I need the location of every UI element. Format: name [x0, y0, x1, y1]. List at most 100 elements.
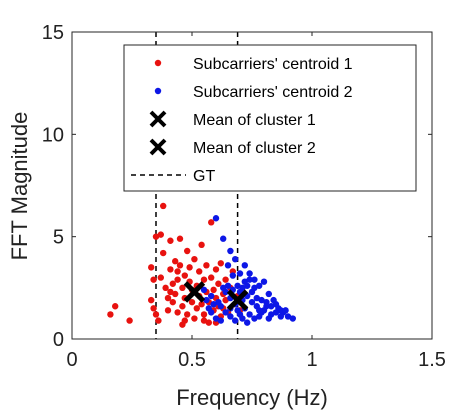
data-point: [205, 305, 212, 312]
data-point: [248, 298, 256, 306]
data-point: [203, 296, 210, 304]
data-point: [160, 249, 167, 257]
data-point: [157, 274, 164, 281]
data-point: [224, 262, 232, 269]
data-point: [107, 311, 114, 318]
data-point: [167, 237, 174, 244]
data-point: [174, 276, 181, 283]
data-point: [179, 284, 186, 292]
legend-label-gt: GT: [193, 168, 215, 185]
data-point: [284, 313, 292, 320]
data-point: [174, 309, 181, 316]
y-axis-label: FFT Magnitude: [7, 112, 32, 261]
legend-entry-mean-2: Mean of cluster 2: [149, 138, 316, 157]
data-point: [167, 288, 174, 296]
legend-entry-centroid-1: Subcarriers' centroid 1: [154, 56, 353, 73]
data-point: [222, 309, 229, 316]
data-point: [150, 276, 157, 283]
data-point: [239, 284, 246, 292]
data-point: [179, 303, 186, 310]
data-point: [208, 292, 215, 300]
data-point: [232, 255, 239, 263]
data-point: [164, 294, 172, 302]
data-point: [220, 284, 227, 292]
data-point: [184, 311, 191, 318]
x-tick-label: 1.5: [418, 349, 446, 371]
data-point: [241, 262, 248, 269]
data-point: [198, 301, 205, 308]
x-tick-label: 1: [306, 349, 317, 371]
data-point: [253, 294, 260, 302]
legend-label-mean-2: Mean of cluster 2: [193, 140, 316, 157]
chart-marks: [107, 32, 296, 339]
data-point: [196, 268, 203, 275]
data-point: [265, 290, 272, 298]
data-point: [272, 309, 280, 316]
data-point: [222, 276, 229, 283]
data-point: [222, 296, 229, 304]
data-point: [172, 258, 179, 265]
data-point: [212, 266, 220, 273]
legend-box: [123, 44, 417, 192]
data-point: [205, 319, 212, 326]
data-point: [169, 280, 176, 287]
legend-marker-red-dot: [154, 59, 162, 67]
data-point: [282, 307, 289, 314]
data-point: [157, 231, 164, 238]
data-point: [229, 272, 236, 279]
data-point: [260, 278, 268, 285]
data-point: [155, 317, 162, 324]
data-point: [167, 266, 174, 273]
data-point: [258, 296, 265, 304]
data-point: [212, 315, 220, 322]
data-point: [215, 280, 222, 287]
data-point: [246, 270, 253, 277]
data-point: [263, 298, 270, 306]
data-point: [208, 219, 215, 226]
data-point: [210, 301, 217, 308]
data-point: [148, 296, 155, 304]
data-point: [215, 298, 222, 306]
data-point: [234, 282, 241, 289]
data-point: [160, 202, 167, 210]
series-subcarriers-centroid-1: [107, 202, 244, 328]
data-point: [265, 315, 272, 322]
data-point: [193, 305, 200, 312]
legend-entry-mean-1: Mean of cluster 1: [149, 110, 316, 129]
x-axis-label: Frequency (Hz): [176, 385, 328, 410]
legend-marker-x-icon: [149, 110, 167, 128]
x-tick-label: 0: [66, 349, 77, 371]
data-point: [217, 260, 224, 267]
data-point: [268, 303, 275, 310]
y-tick-label: 15: [42, 22, 64, 44]
data-point: [239, 315, 246, 322]
data-point: [174, 268, 181, 275]
legend-label-centroid-2: Subcarriers' centroid 2: [193, 84, 353, 101]
data-point: [217, 317, 224, 324]
data-point: [236, 270, 244, 277]
legend-label-centroid-1: Subcarriers' centroid 1: [193, 56, 353, 73]
data-point: [220, 235, 227, 242]
data-point: [251, 276, 258, 283]
y-tick-label: 5: [53, 227, 64, 249]
data-point: [232, 317, 239, 324]
data-point: [224, 282, 232, 289]
data-point: [256, 307, 263, 314]
data-point: [181, 317, 188, 324]
data-point: [244, 319, 251, 326]
x-axis-ticks: 0 0.5 1 1.5: [66, 32, 446, 371]
data-point: [227, 313, 234, 320]
y-tick-label: 0: [53, 329, 64, 351]
legend-label-mean-1: Mean of cluster 1: [193, 112, 316, 129]
data-point: [203, 262, 210, 269]
data-point: [251, 315, 258, 322]
data-point: [162, 284, 169, 292]
data-point: [234, 307, 241, 314]
legend: Subcarriers' centroid 1 Subcarriers' cen…: [123, 44, 417, 192]
data-point: [186, 264, 193, 271]
data-point: [246, 311, 253, 318]
data-point: [251, 284, 258, 292]
data-point: [198, 241, 205, 249]
data-point: [184, 247, 191, 255]
